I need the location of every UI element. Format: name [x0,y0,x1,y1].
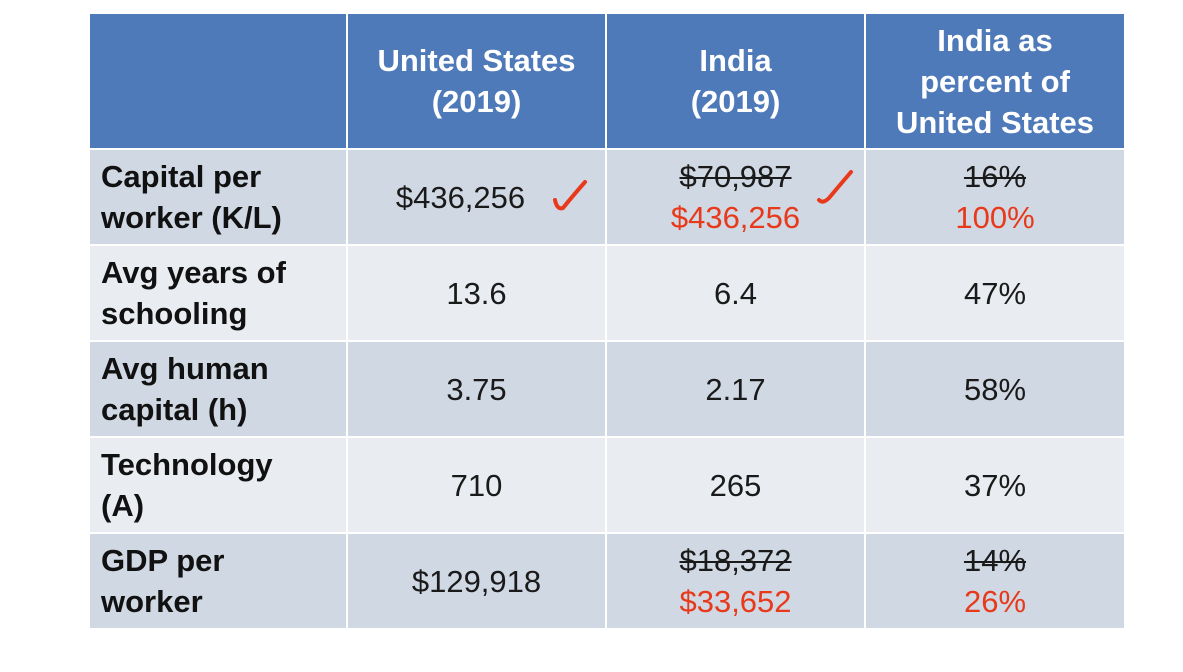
us-value-cell: $436,256 [346,148,607,246]
comparison-table: United States (2019) India (2019) India … [88,12,1126,630]
india-original-value: $70,987 [679,159,792,194]
header-empty-cell [88,12,348,150]
india-original-value: $18,372 [679,543,792,578]
india-value-cell: $70,987 $436,256 [605,148,866,246]
row-label: Capital per worker (K/L) [88,148,348,246]
checkmark-annotation-icon [817,170,853,204]
percent-original-value: 16% [963,159,1027,194]
row-label: GDP per worker [88,532,348,630]
us-value-cell: 3.75 [346,340,607,438]
table-row: GDP per worker $129,918 $18,372 $33,652 … [88,532,1126,630]
comparison-table-container: United States (2019) India (2019) India … [88,12,1126,630]
percent-cell: 47% [864,244,1126,342]
row-label: Technology (A) [88,436,348,534]
percent-original-value: 14% [963,543,1027,578]
us-value-cell: $129,918 [346,532,607,630]
table-row: Avg human capital (h) 3.75 2.17 58% [88,340,1126,438]
percent-revised-value: 100% [955,200,1035,235]
us-value-cell: 13.6 [346,244,607,342]
table-row: Technology (A) 710 265 37% [88,436,1126,534]
india-value-cell: 6.4 [605,244,866,342]
header-united-states: United States (2019) [346,12,607,150]
percent-cell: 58% [864,340,1126,438]
header-row: United States (2019) India (2019) India … [88,12,1126,150]
us-value-cell: 710 [346,436,607,534]
us-value: $436,256 [395,179,526,215]
percent-cell: 16% 100% [864,148,1126,246]
india-revised-value: $436,256 [670,200,801,235]
india-value-cell: 265 [605,436,866,534]
table-row: Capital per worker (K/L) $436,256 $70,98… [88,148,1126,246]
header-india: India (2019) [605,12,866,150]
header-india-percent: India as percent of United States [864,12,1126,150]
checkmark-annotation-icon [553,180,587,211]
percent-revised-value: 26% [963,584,1027,619]
india-revised-value: $33,652 [679,584,792,619]
percent-cell: 14% 26% [864,532,1126,630]
row-label: Avg human capital (h) [88,340,348,438]
india-value-cell: $18,372 $33,652 [605,532,866,630]
table-row: Avg years of schooling 13.6 6.4 47% [88,244,1126,342]
india-value-cell: 2.17 [605,340,866,438]
percent-cell: 37% [864,436,1126,534]
row-label: Avg years of schooling [88,244,348,342]
